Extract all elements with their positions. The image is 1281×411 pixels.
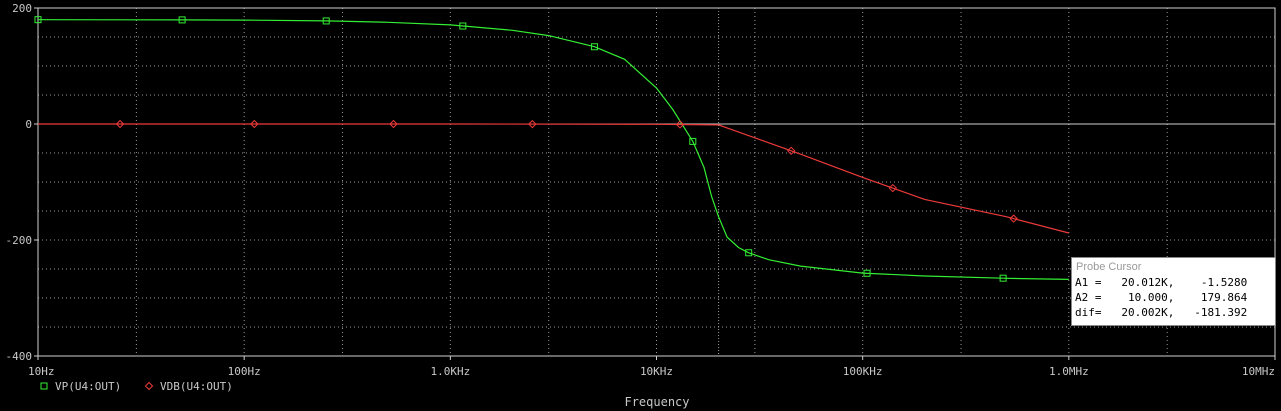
- legend-marker: [40, 382, 48, 390]
- y-tick-label: 200: [12, 2, 32, 15]
- x-tick-label: 1.0KHz: [430, 365, 470, 378]
- series-marker: [999, 274, 1007, 282]
- x-tick-label: 1.0MHz: [1049, 365, 1089, 378]
- legend-label: VDB(U4:OUT): [160, 380, 233, 393]
- cursor-a1-readout: A1 = 20.012K, -1.5280: [1075, 276, 1248, 289]
- series-marker: [675, 120, 685, 129]
- series-vdb: [38, 119, 1069, 234]
- probe-cursor-panel[interactable]: Probe Cursor A1 = 20.012K, -1.5280 A2 = …: [1071, 257, 1276, 326]
- series-marker: [34, 16, 42, 24]
- legend-label: VP(U4:OUT): [55, 380, 121, 393]
- legend-marker: [144, 381, 154, 391]
- y-tick-label: -200: [6, 234, 33, 247]
- series-marker: [1009, 214, 1018, 223]
- series-marker: [888, 183, 898, 193]
- plot-area: [38, 8, 1275, 356]
- series-line: [38, 123, 1069, 234]
- series-marker: [115, 119, 125, 129]
- tick-labels: 10Hz 100Hz 1.0KHz 10KHz 100KHz 1.0MHz 10MHz 200…: [6, 2, 1276, 378]
- x-tick-label: 10MHz: [1242, 365, 1275, 378]
- probe-cursor-title: Probe Cursor: [1076, 261, 1142, 273]
- x-tick-label: 10Hz: [28, 365, 55, 378]
- series-marker: [322, 17, 330, 25]
- x-axis-label: Frequency: [624, 395, 689, 409]
- x-tick-label: 100KHz: [843, 365, 883, 378]
- series-marker: [528, 119, 537, 129]
- series-marker: [745, 249, 753, 257]
- series-marker: [389, 119, 398, 129]
- series-line: [37, 19, 1069, 280]
- legend[interactable]: VP(U4:OUT) VDB(U4:OUT): [40, 380, 233, 393]
- y-tick-label: 0: [25, 118, 32, 131]
- x-tick-label: 100Hz: [228, 365, 261, 378]
- y-tick-label: -400: [6, 350, 33, 363]
- series-marker: [178, 16, 186, 24]
- cursor-a2-readout: A2 = 10.000, 179.864: [1075, 291, 1248, 304]
- series-marker: [590, 43, 598, 51]
- series-vp: [34, 16, 1069, 282]
- series-marker: [786, 146, 796, 155]
- series-layer: [34, 16, 1069, 282]
- series-marker: [459, 22, 467, 30]
- series-marker: [689, 137, 697, 145]
- x-tick-label: 10KHz: [640, 365, 673, 378]
- series-marker: [863, 269, 871, 277]
- cursor-dif-readout: dif= 20.002K, -181.392: [1075, 306, 1248, 319]
- series-marker: [250, 119, 259, 129]
